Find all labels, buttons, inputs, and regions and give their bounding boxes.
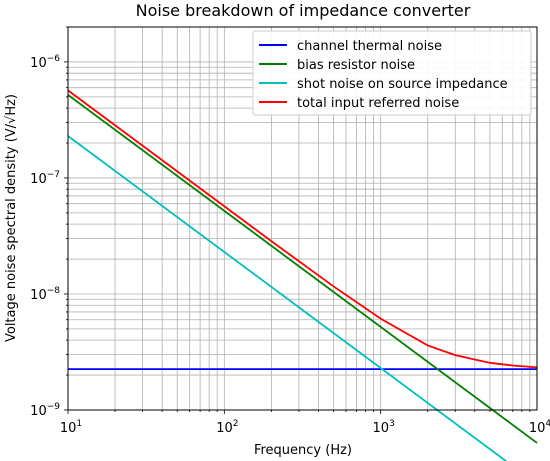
y-tick-label: 10−6 (30, 54, 60, 71)
legend-box (252, 30, 532, 116)
x-axis-label: Frequency (Hz) (254, 443, 352, 458)
chart-title: Noise breakdown of impedance converter (136, 1, 471, 20)
series-line (67, 94, 538, 444)
legend-label: bias resistor noise (297, 58, 415, 73)
plot-frame (67, 26, 538, 411)
legend-label: channel thermal noise (297, 39, 442, 54)
y-tick-label: 10−8 (30, 286, 60, 303)
x-tick-label: 104 (529, 419, 550, 436)
y-tick-label: 10−7 (30, 170, 60, 187)
x-tick-label: 102 (216, 419, 238, 436)
series-line (67, 89, 538, 369)
series-line (67, 135, 508, 461)
y-axis-label: Voltage noise spectral density (V/√Hz) (4, 94, 19, 342)
x-tick-label: 103 (373, 419, 395, 436)
legend-label: shot noise on source impedance (297, 77, 508, 92)
legend: channel thermal noise bias resistor noise… (252, 30, 532, 116)
legend-label: total input referred noise (297, 96, 459, 111)
series-lines (67, 89, 538, 461)
x-tick-label: 101 (60, 419, 82, 436)
y-tick-label: 10−9 (30, 402, 60, 419)
